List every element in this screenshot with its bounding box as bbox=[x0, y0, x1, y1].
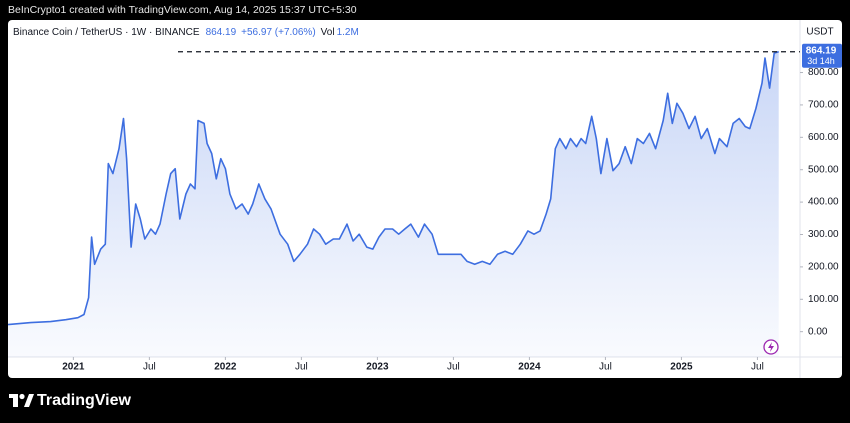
y-tick-label: 0.00 bbox=[808, 326, 828, 337]
symbol: Binance Coin / TetherUS · 1W · BINANCE bbox=[13, 27, 200, 38]
plot: 0.00 100.00 200.00 300.00 400.00 500.00 600.00… bbox=[7, 20, 842, 378]
volume: 1.2M bbox=[337, 27, 359, 38]
change: +56.97 (+7.06%) bbox=[241, 27, 316, 38]
last-price-label: 864.19 bbox=[806, 45, 837, 56]
y-tick-label: 300.00 bbox=[808, 229, 839, 240]
area bbox=[8, 51, 779, 357]
x-tick-label: Jul bbox=[295, 362, 308, 373]
countdown: 3d 14h bbox=[807, 56, 835, 66]
x-tick-label: 2022 bbox=[214, 362, 237, 373]
x-tick-label: Jul bbox=[751, 362, 764, 373]
currency: USDT bbox=[806, 27, 833, 38]
event-icon-bolt bbox=[768, 342, 774, 352]
y-tick-label: 700.00 bbox=[808, 100, 839, 111]
x-tick-label: 2025 bbox=[670, 362, 693, 373]
x-tick-label: 2023 bbox=[366, 362, 389, 373]
last-price-box bbox=[802, 43, 842, 68]
y-tick-label: 600.00 bbox=[808, 132, 839, 143]
x-tick-label: 2021 bbox=[62, 362, 85, 373]
logo-mark bbox=[24, 394, 34, 407]
brand: TradingView bbox=[37, 392, 132, 409]
brand-logo: TradingView bbox=[9, 392, 132, 409]
volume-label: Vol bbox=[321, 27, 335, 38]
y-tick-label: 500.00 bbox=[808, 164, 839, 175]
x-tick-label: Jul bbox=[143, 362, 156, 373]
logo-mark bbox=[9, 394, 18, 407]
price-line bbox=[7, 50, 779, 326]
last-price: 864.19 bbox=[206, 27, 237, 38]
y-tick-label: 200.00 bbox=[808, 262, 839, 273]
y-tick-label: 400.00 bbox=[808, 197, 839, 208]
x-tick-label: Jul bbox=[447, 362, 460, 373]
y-tick-label: 100.00 bbox=[808, 294, 839, 305]
x-tick-label: Jul bbox=[599, 362, 612, 373]
y-tick-label: 800.00 bbox=[808, 67, 839, 78]
logo-dot bbox=[19, 393, 25, 400]
x-tick-label: 2024 bbox=[518, 362, 541, 373]
credit: BeInCrypto1 created with TradingView.com… bbox=[8, 4, 357, 16]
legend: Binance Coin / TetherUS · 1W · BINANCE 86… bbox=[13, 27, 359, 38]
